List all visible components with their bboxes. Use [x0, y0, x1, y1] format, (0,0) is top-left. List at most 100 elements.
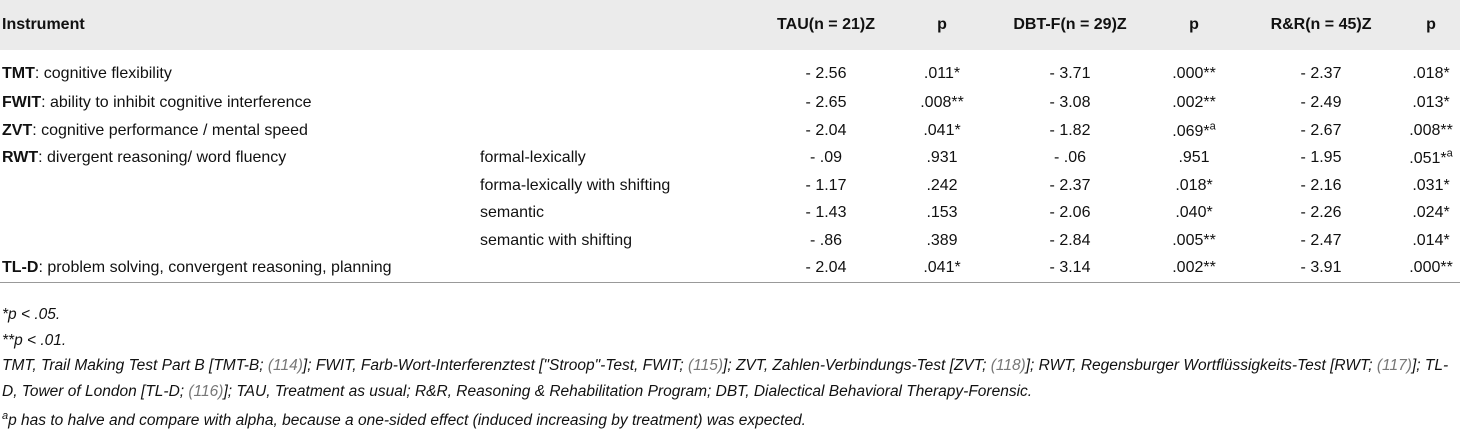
p-value-cell: .008** [892, 90, 992, 118]
table-row: semantic - 1.43 .153 - 2.06 .040* - 2.26 .024* [0, 200, 1460, 228]
footnote-text: p has to halve and compare with alpha, b… [8, 412, 806, 430]
value-sup: a [1209, 120, 1216, 133]
cell-value: .931 [926, 149, 957, 166]
z-value-cell: - 2.67 [1240, 117, 1402, 145]
z-value-cell: - 2.65 [760, 90, 892, 118]
cell-value: - 3.08 [1050, 94, 1091, 111]
value-text: - 2.84 [1049, 231, 1091, 249]
instrument-abbr: FWIT [2, 94, 42, 112]
p-value-cell: .951 [1148, 145, 1240, 173]
value-text: .951 [1178, 149, 1210, 167]
value-text: .005** [1172, 231, 1216, 249]
cell-value: .013* [1412, 94, 1449, 111]
z-value-cell: - 2.26 [1240, 200, 1402, 228]
header-row: Instrument TAU(n = 21)Z p DBT-F(n = 29)Z p R&… [0, 0, 1460, 50]
cell-value: .008** [920, 94, 964, 111]
value-text: .031* [1412, 176, 1450, 194]
cell-value: - 2.06 [1050, 204, 1091, 221]
value-sup: a [1446, 148, 1453, 161]
value-text: - 2.16 [1300, 176, 1342, 194]
cell-value: .002** [1172, 259, 1216, 276]
instrument: TMT: cognitive flexibility [2, 65, 172, 82]
cell-value: .031* [1412, 177, 1449, 194]
value-text: .013* [1412, 94, 1450, 112]
cell-value: - 3.91 [1301, 259, 1342, 276]
value-text: .014* [1412, 231, 1450, 249]
value-text: - .09 [810, 149, 843, 167]
subtest-cell: semantic with shifting [478, 227, 760, 255]
subtest-label: semantic with shifting [480, 231, 633, 249]
footnotes: *p < .05. **p < .01. TMT, Trail Making Tes… [2, 302, 1452, 434]
value-text: - 2.04 [805, 259, 847, 277]
footnote-sup: a [2, 410, 9, 422]
z-value-cell: - 3.71 [992, 50, 1148, 90]
p-value-cell: .018* [1402, 50, 1460, 90]
instrument-abbr: TL-D [2, 259, 39, 277]
subtest-cell: formal-lexically [478, 145, 760, 173]
value-text: - 1.95 [1300, 149, 1342, 167]
value-text: .040* [1175, 204, 1213, 222]
value-text: - .86 [810, 231, 843, 249]
value-text: .002** [1172, 259, 1216, 277]
value-text: - .06 [1054, 149, 1087, 167]
cell-value: - 1.17 [806, 177, 847, 194]
value-text: .069* [1172, 122, 1210, 140]
cell-value: .000** [1409, 259, 1453, 276]
instrument-cell [0, 227, 478, 255]
value-text: .011* [923, 64, 961, 82]
p-value-cell: .024* [1402, 200, 1460, 228]
instrument-desc: : divergent reasoning/ word fluency [38, 149, 287, 167]
cell-value: - 2.16 [1301, 177, 1342, 194]
instrument-desc: : ability to inhibit cognitive interfere… [41, 94, 312, 112]
instrument-cell: FWIT: ability to inhibit cognitive inter… [0, 90, 478, 118]
z-value-cell: - 2.49 [1240, 90, 1402, 118]
p-value-cell: .389 [892, 227, 992, 255]
cell-value: .018* [1412, 65, 1449, 82]
table-body: TMT: cognitive flexibility - 2.56 .011* - 3… [0, 50, 1460, 283]
footnote: ap has to halve and compare with alpha, … [2, 404, 1452, 434]
cell-value: - 2.37 [1301, 65, 1342, 82]
cell-value: - 3.14 [1050, 259, 1091, 276]
z-value-cell: - 3.91 [1240, 254, 1403, 283]
subtest: semantic with shifting [480, 232, 632, 249]
header-cell: Instrument [0, 0, 761, 50]
footnote-text: ]; FWIT, Farb-Wort-Interferenztest ["Str… [302, 357, 688, 374]
value-text: - 2.47 [1300, 231, 1342, 249]
value-text: .000** [1172, 64, 1216, 82]
cell-value: .242 [926, 177, 957, 194]
value-text: .008** [1409, 121, 1453, 139]
subtest-cell: semantic [478, 200, 760, 228]
z-value-cell: - 2.06 [992, 200, 1148, 228]
table-row: TL-D: problem solving, convergent reason… [0, 254, 1460, 283]
subtest-label: forma-lexically with shifting [480, 176, 671, 194]
value-text: .008** [920, 94, 964, 112]
subtest: formal-lexically [480, 149, 586, 166]
cell-value: .005** [1172, 232, 1216, 249]
p-value-cell: .018* [1148, 172, 1240, 200]
p-value-cell: .242 [892, 172, 992, 200]
value-text: - 2.26 [1300, 204, 1342, 222]
table-row: semantic with shifting - .86 .389 - 2.84 .00… [0, 227, 1460, 255]
header-cell: R&R(n = 45)Z [1240, 0, 1403, 50]
p-value-cell: .041* [892, 117, 992, 145]
instrument-abbr: ZVT [2, 121, 33, 139]
footnote-text: TMT, Trail Making Test Part B [TMT-B; [2, 357, 268, 374]
instrument: ZVT: cognitive performance / mental spee… [2, 122, 308, 139]
cell-value: - 2.04 [806, 122, 847, 139]
cell-value: - 3.71 [1050, 65, 1091, 82]
value-text: - 3.08 [1049, 94, 1091, 112]
value-text: - 1.82 [1049, 121, 1091, 139]
value-text: - 2.06 [1049, 204, 1091, 222]
value-text: - 2.04 [805, 121, 847, 139]
value-text: - 2.67 [1300, 121, 1342, 139]
z-value-cell: - 2.47 [1240, 227, 1402, 255]
cell-value: .000** [1172, 65, 1216, 82]
p-value-cell: .069*a [1148, 117, 1240, 145]
value-text: .002** [1172, 94, 1216, 112]
footnote-text: ]; RWT, Regensburger Wortflüssigkeits-Te… [1025, 357, 1377, 374]
p-value-cell: .002** [1148, 90, 1240, 118]
subtest-cell [478, 50, 760, 90]
cell-value: .041* [923, 259, 960, 276]
instrument: RWT: divergent reasoning/ word fluency [2, 149, 286, 166]
cell-value: - 2.84 [1050, 232, 1091, 249]
